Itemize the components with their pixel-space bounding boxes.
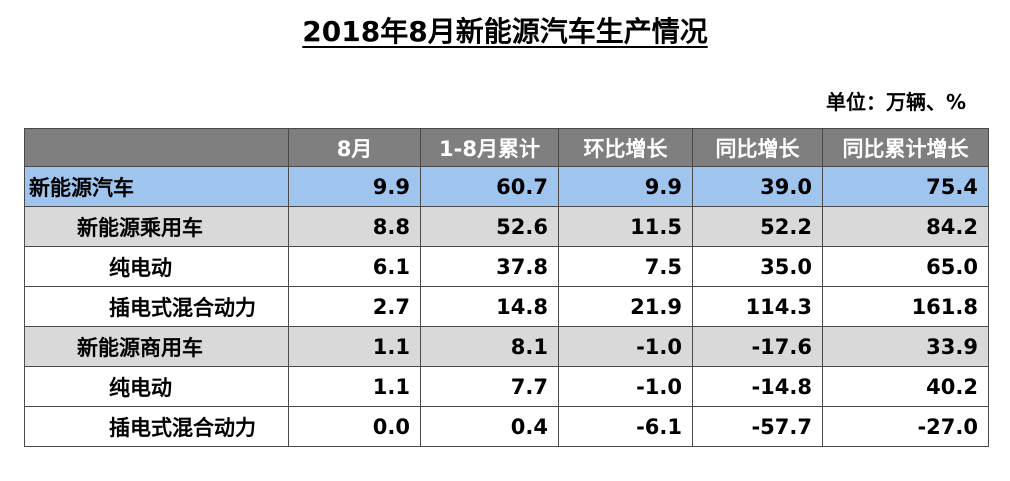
header-yoy-cumulative-growth: 同比累计增长 bbox=[822, 128, 989, 167]
cell-value: 7.5 bbox=[558, 246, 693, 287]
table-row: 插电式混合动力 0.0 0.4 -6.1 -57.7 -27.0 bbox=[24, 406, 989, 447]
table-row: 新能源汽车 9.9 60.7 9.9 39.0 75.4 bbox=[24, 166, 989, 207]
cell-value: 60.7 bbox=[420, 166, 559, 207]
cell-value: 161.8 bbox=[822, 286, 989, 327]
cell-value: -57.7 bbox=[692, 406, 823, 447]
cell-value: 8.8 bbox=[288, 206, 421, 247]
cell-value: 65.0 bbox=[822, 246, 989, 287]
cell-value: 11.5 bbox=[558, 206, 693, 247]
header-month: 8月 bbox=[288, 128, 421, 167]
cell-value: 75.4 bbox=[822, 166, 989, 207]
cell-value: 33.9 bbox=[822, 326, 989, 367]
cell-value: 84.2 bbox=[822, 206, 989, 247]
row-label: 插电式混合动力 bbox=[24, 406, 289, 447]
cell-value: 39.0 bbox=[692, 166, 823, 207]
cell-value: 9.9 bbox=[288, 166, 421, 207]
cell-value: 37.8 bbox=[420, 246, 559, 287]
cell-value: 0.0 bbox=[288, 406, 421, 447]
header-mom-growth: 环比增长 bbox=[558, 128, 693, 167]
cell-value: -27.0 bbox=[822, 406, 989, 447]
header-cumulative: 1-8月累计 bbox=[420, 128, 559, 167]
cell-value: 40.2 bbox=[822, 366, 989, 407]
cell-value: 1.1 bbox=[288, 366, 421, 407]
cell-value: 2.7 bbox=[288, 286, 421, 327]
page-title: 2018年8月新能源汽车生产情况 bbox=[302, 15, 708, 48]
table-row: 新能源乘用车 8.8 52.6 11.5 52.2 84.2 bbox=[24, 206, 989, 247]
table-row: 新能源商用车 1.1 8.1 -1.0 -17.6 33.9 bbox=[24, 326, 989, 367]
table-header-row: 8月 1-8月累计 环比增长 同比增长 同比累计增长 bbox=[24, 128, 989, 167]
cell-value: 8.1 bbox=[420, 326, 559, 367]
row-label: 新能源商用车 bbox=[24, 326, 289, 367]
cell-value: 21.9 bbox=[558, 286, 693, 327]
cell-value: -14.8 bbox=[692, 366, 823, 407]
row-label: 新能源汽车 bbox=[24, 166, 289, 207]
cell-value: 9.9 bbox=[558, 166, 693, 207]
table-row: 纯电动 1.1 7.7 -1.0 -14.8 40.2 bbox=[24, 366, 989, 407]
cell-value: -6.1 bbox=[558, 406, 693, 447]
table-row: 纯电动 6.1 37.8 7.5 35.0 65.0 bbox=[24, 246, 989, 287]
cell-value: 114.3 bbox=[692, 286, 823, 327]
row-label: 纯电动 bbox=[24, 246, 289, 287]
cell-value: 7.7 bbox=[420, 366, 559, 407]
cell-value: 1.1 bbox=[288, 326, 421, 367]
production-table: 8月 1-8月累计 环比增长 同比增长 同比累计增长 新能源汽车 9.9 60.… bbox=[24, 128, 989, 447]
row-label: 纯电动 bbox=[24, 366, 289, 407]
cell-value: -17.6 bbox=[692, 326, 823, 367]
cell-value: 52.6 bbox=[420, 206, 559, 247]
cell-value: -1.0 bbox=[558, 366, 693, 407]
cell-value: 6.1 bbox=[288, 246, 421, 287]
header-category bbox=[24, 128, 289, 167]
unit-label: 单位：万辆、% bbox=[825, 90, 966, 114]
cell-value: -1.0 bbox=[558, 326, 693, 367]
cell-value: 52.2 bbox=[692, 206, 823, 247]
table-row: 插电式混合动力 2.7 14.8 21.9 114.3 161.8 bbox=[24, 286, 989, 327]
row-label: 插电式混合动力 bbox=[24, 286, 289, 327]
cell-value: 35.0 bbox=[692, 246, 823, 287]
row-label: 新能源乘用车 bbox=[24, 206, 289, 247]
cell-value: 0.4 bbox=[420, 406, 559, 447]
header-yoy-growth: 同比增长 bbox=[692, 128, 823, 167]
cell-value: 14.8 bbox=[420, 286, 559, 327]
